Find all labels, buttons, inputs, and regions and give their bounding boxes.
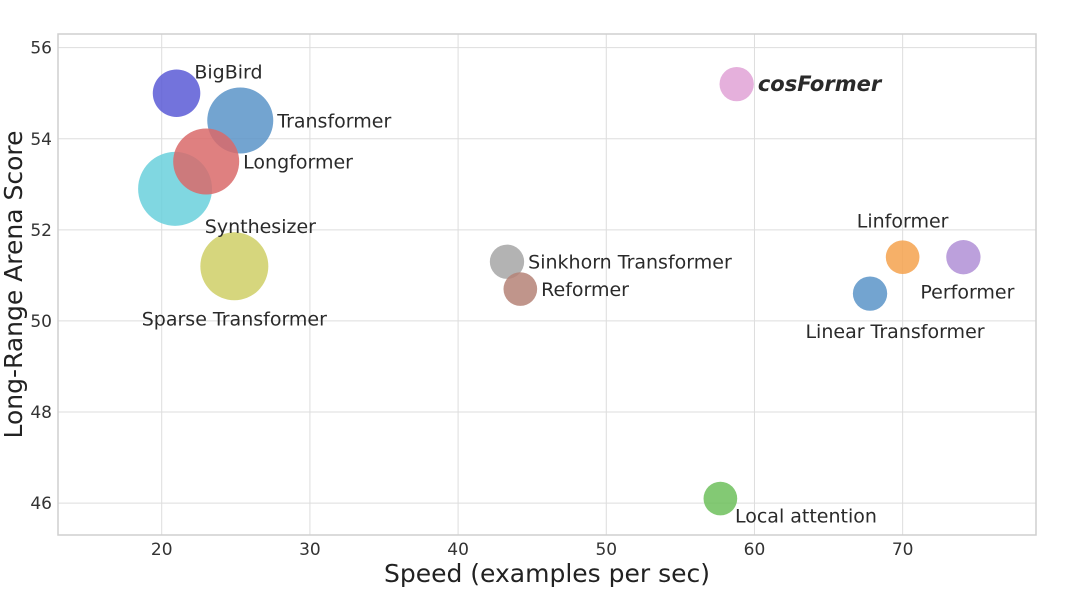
x-axis-ticks: 20 30 40 50 60 70 [151, 540, 914, 560]
label-sinkhorn-transformer: Sinkhorn Transformer [528, 252, 732, 274]
y-tick-label: 56 [30, 39, 52, 59]
label-reformer: Reformer [541, 279, 629, 301]
label-local-attention: Local attention [735, 505, 877, 527]
bubble-sparse-transformer [200, 232, 269, 301]
bubble-linformer [885, 240, 920, 275]
label-transformer: Transformer [276, 111, 391, 133]
bubble-performer [946, 240, 981, 275]
y-tick-label: 46 [30, 494, 52, 514]
bubble-sinkhorn-transformer [489, 244, 525, 279]
label-sparse-transformer: Sparse Transformer [142, 308, 327, 330]
y-tick-label: 48 [30, 403, 52, 423]
x-tick-label: 40 [447, 540, 469, 560]
y-axis-label: Long-Range Arena Score [0, 130, 28, 438]
label-synthesizer: Synthesizer [205, 216, 316, 238]
y-tick-label: 52 [30, 221, 52, 241]
bubble-bigbird [152, 69, 201, 117]
label-linear-transformer: Linear Transformer [805, 321, 984, 343]
label-longformer: Longformer [243, 152, 353, 174]
x-tick-label: 30 [299, 540, 321, 560]
label-performer: Performer [920, 281, 1014, 303]
label-linformer: Linformer [857, 210, 949, 232]
bubbles [138, 66, 981, 516]
label-cosformer: cosFormer [758, 72, 883, 96]
plot-frame [57, 33, 1037, 536]
y-axis-ticks: 46 48 50 52 54 56 [30, 39, 52, 514]
x-axis-label: Speed (examples per sec) [384, 559, 710, 588]
label-bigbird: BigBird [194, 61, 262, 83]
x-tick-label: 70 [892, 540, 914, 560]
bubble-reformer [503, 272, 538, 306]
x-tick-label: 60 [744, 540, 766, 560]
y-tick-label: 50 [30, 312, 52, 332]
x-tick-label: 50 [595, 540, 617, 560]
y-tick-label: 54 [30, 130, 52, 150]
bubble-cosformer [719, 66, 754, 102]
x-tick-label: 20 [151, 540, 173, 560]
bubble-linear-transformer [852, 276, 888, 311]
bubble-longformer [173, 128, 240, 195]
point-labels: BigBird Transformer Longformer Synthesizer S… [142, 61, 1015, 527]
bubble-local-attention [703, 481, 738, 516]
